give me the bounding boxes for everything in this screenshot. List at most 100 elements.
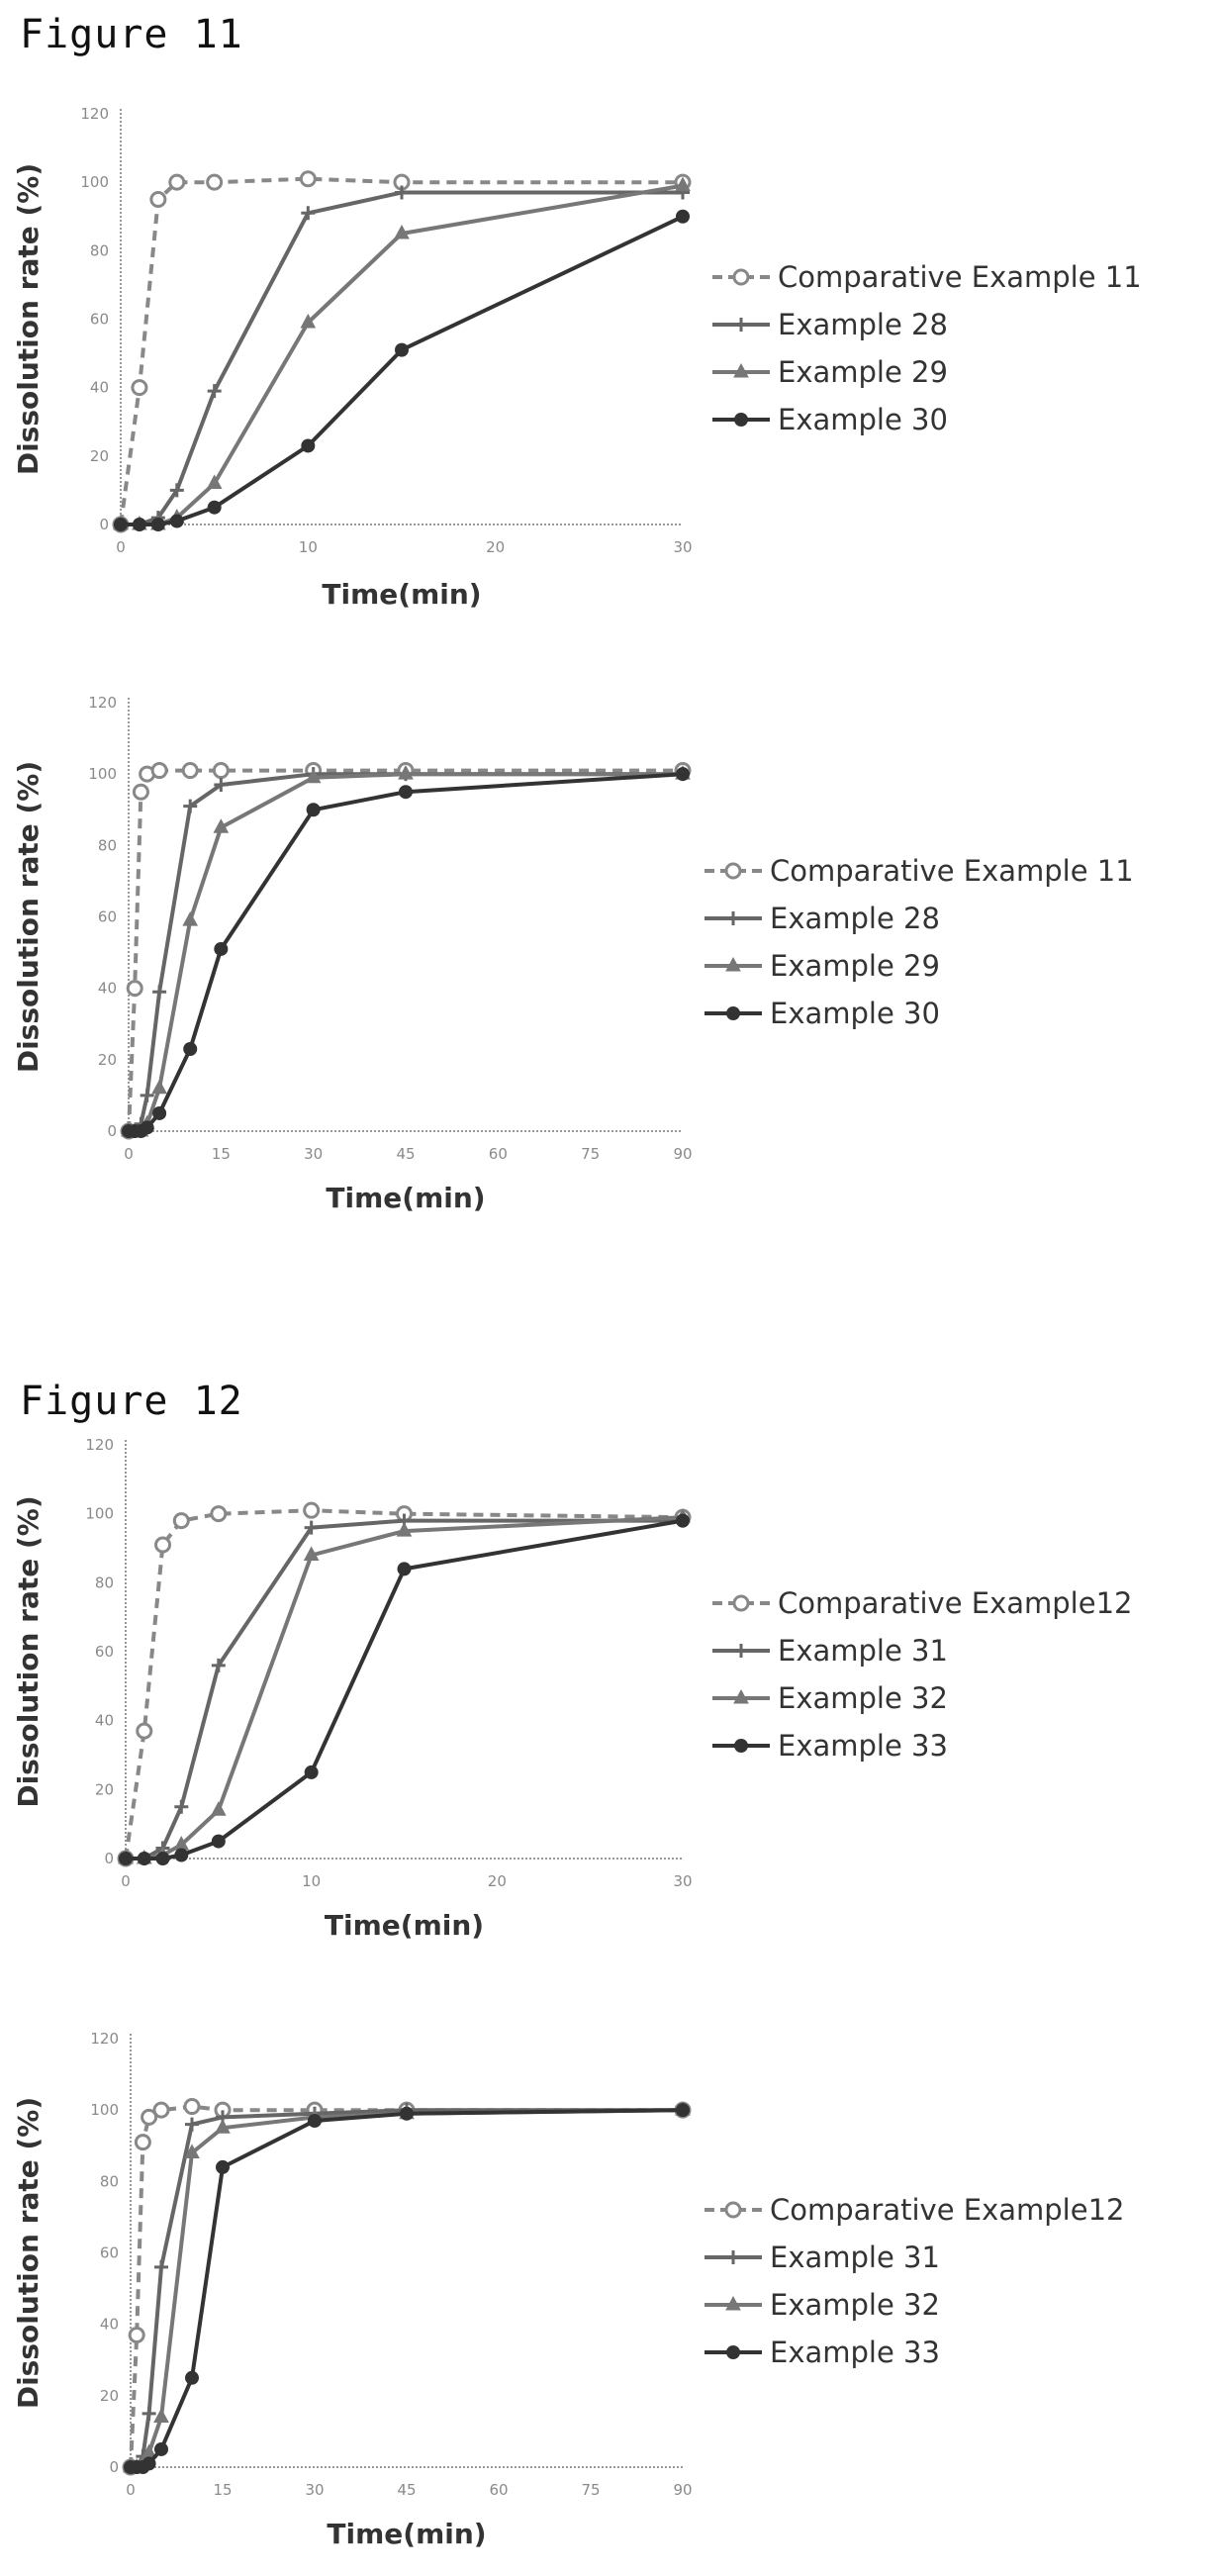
- legend-label: Example 30: [778, 403, 948, 436]
- data-point: [154, 2259, 168, 2274]
- data-point: [134, 2134, 151, 2151]
- data-point: [301, 438, 316, 453]
- x-tick-label: 15: [213, 2481, 232, 2499]
- data-point: [675, 176, 691, 192]
- data-point: [153, 2408, 169, 2423]
- legend-marker: [724, 2201, 742, 2219]
- y-tick-label: 0: [99, 516, 109, 533]
- data-point: [152, 1105, 167, 1120]
- x-axis-title: Time(min): [326, 1182, 485, 1214]
- x-tick-label: 90: [673, 1145, 692, 1163]
- data-point: [399, 785, 413, 800]
- data-point: [152, 2101, 170, 2119]
- y-tick-label: 80: [98, 836, 117, 854]
- legend-marker: [732, 268, 750, 286]
- data-point: [150, 762, 168, 780]
- x-tick-label: 20: [486, 538, 505, 556]
- y-tick-label: 120: [90, 2030, 119, 2048]
- legend-label: Comparative Example12: [778, 1586, 1132, 1620]
- series-line: [127, 768, 683, 1132]
- data-point: [676, 2103, 690, 2118]
- legend-marker: [733, 1688, 749, 1704]
- legend-label: Example 28: [770, 902, 940, 935]
- data-point: [152, 985, 167, 1000]
- y-axis-title: Dissolution rate (%): [12, 163, 45, 475]
- y-tick-label: 100: [85, 1505, 114, 1523]
- legend-marker: [726, 2250, 740, 2264]
- x-tick-label: 10: [299, 538, 318, 556]
- data-point: [172, 1512, 190, 1530]
- data-point: [131, 379, 148, 397]
- data-point: [154, 1536, 172, 1554]
- y-tick-label: 40: [95, 1712, 114, 1730]
- data-point: [151, 1079, 167, 1095]
- legend-label: Comparative Example 11: [770, 854, 1134, 888]
- legend-label: Example 29: [770, 949, 940, 983]
- chart-2: 0 20 40 60 80 100 120 0 15 30 45 60 75 90 Time(min) Dis…: [12, 694, 1134, 1214]
- x-tick-label: 30: [673, 1872, 692, 1890]
- data-point: [212, 762, 230, 780]
- data-point: [213, 818, 230, 833]
- legend-label: Example 31: [770, 2241, 940, 2274]
- y-tick-label: 120: [88, 694, 117, 712]
- data-point: [140, 1120, 154, 1135]
- data-point: [169, 483, 184, 498]
- data-point: [150, 518, 165, 531]
- data-point: [303, 1546, 320, 1561]
- data-point: [207, 384, 222, 399]
- y-tick-label: 100: [90, 2101, 119, 2119]
- data-point: [149, 190, 167, 208]
- legend-marker: [734, 1739, 748, 1753]
- x-tick-label: 0: [126, 2481, 136, 2499]
- y-tick-label: 60: [100, 2244, 119, 2262]
- data-point: [119, 1852, 133, 1865]
- data-point: [303, 1501, 321, 1519]
- series-line: [121, 214, 684, 526]
- series-line: [129, 2104, 683, 2468]
- x-axis-title: Time(min): [327, 2518, 486, 2550]
- data-point: [114, 518, 128, 531]
- data-point: [141, 2406, 156, 2421]
- data-point: [214, 777, 229, 792]
- data-point: [215, 2119, 231, 2134]
- x-tick-label: 15: [212, 1145, 231, 1163]
- x-tick-label: 0: [116, 538, 126, 556]
- x-tick-label: 60: [489, 1145, 508, 1163]
- legend-marker: [724, 862, 742, 880]
- y-tick-label: 120: [85, 1436, 114, 1454]
- legend-label: Example 32: [770, 2288, 940, 2322]
- x-tick-label: 60: [489, 2481, 508, 2499]
- x-tick-label: 75: [581, 2481, 600, 2499]
- data-point: [394, 224, 410, 239]
- chart-3: 0 20 40 60 80 100 120 0 10 20 30 Time(min) Dissoluti…: [12, 1436, 1132, 1942]
- x-tick-label: 20: [488, 1872, 507, 1890]
- y-axis-title: Dissolution rate (%): [12, 2097, 45, 2409]
- data-point: [299, 170, 317, 188]
- legend-label: Example 30: [770, 997, 940, 1030]
- data-point: [141, 2456, 156, 2471]
- data-point: [155, 1852, 170, 1865]
- y-tick-label: 120: [80, 105, 109, 123]
- y-tick-label: 100: [80, 173, 109, 191]
- data-point: [210, 1505, 228, 1523]
- data-point: [126, 980, 143, 998]
- data-point: [301, 206, 316, 221]
- legend-marker: [726, 911, 740, 925]
- y-tick-label: 100: [88, 765, 117, 783]
- data-point: [676, 1513, 690, 1528]
- data-point: [206, 474, 223, 489]
- y-tick-label: 40: [90, 379, 109, 397]
- data-point: [400, 2106, 414, 2121]
- figure-11-label: Figure 11: [20, 12, 243, 57]
- x-tick-label: 0: [124, 1145, 134, 1163]
- legend-label: Comparative Example12: [770, 2193, 1124, 2227]
- figure-12-label: Figure 12: [20, 1379, 243, 1424]
- series-line: [129, 772, 684, 1133]
- data-point: [174, 1848, 189, 1862]
- legend-marker: [726, 1006, 740, 1020]
- data-point: [185, 2117, 199, 2132]
- data-point: [308, 2113, 322, 2128]
- x-tick-label: 45: [397, 2481, 416, 2499]
- legend-marker: [734, 413, 748, 427]
- legend-marker: [732, 1594, 750, 1612]
